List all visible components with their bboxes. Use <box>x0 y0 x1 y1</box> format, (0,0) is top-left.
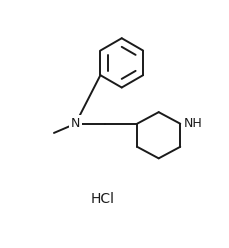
Text: NH: NH <box>183 117 201 130</box>
Text: N: N <box>71 117 80 130</box>
Text: HCl: HCl <box>90 192 114 206</box>
